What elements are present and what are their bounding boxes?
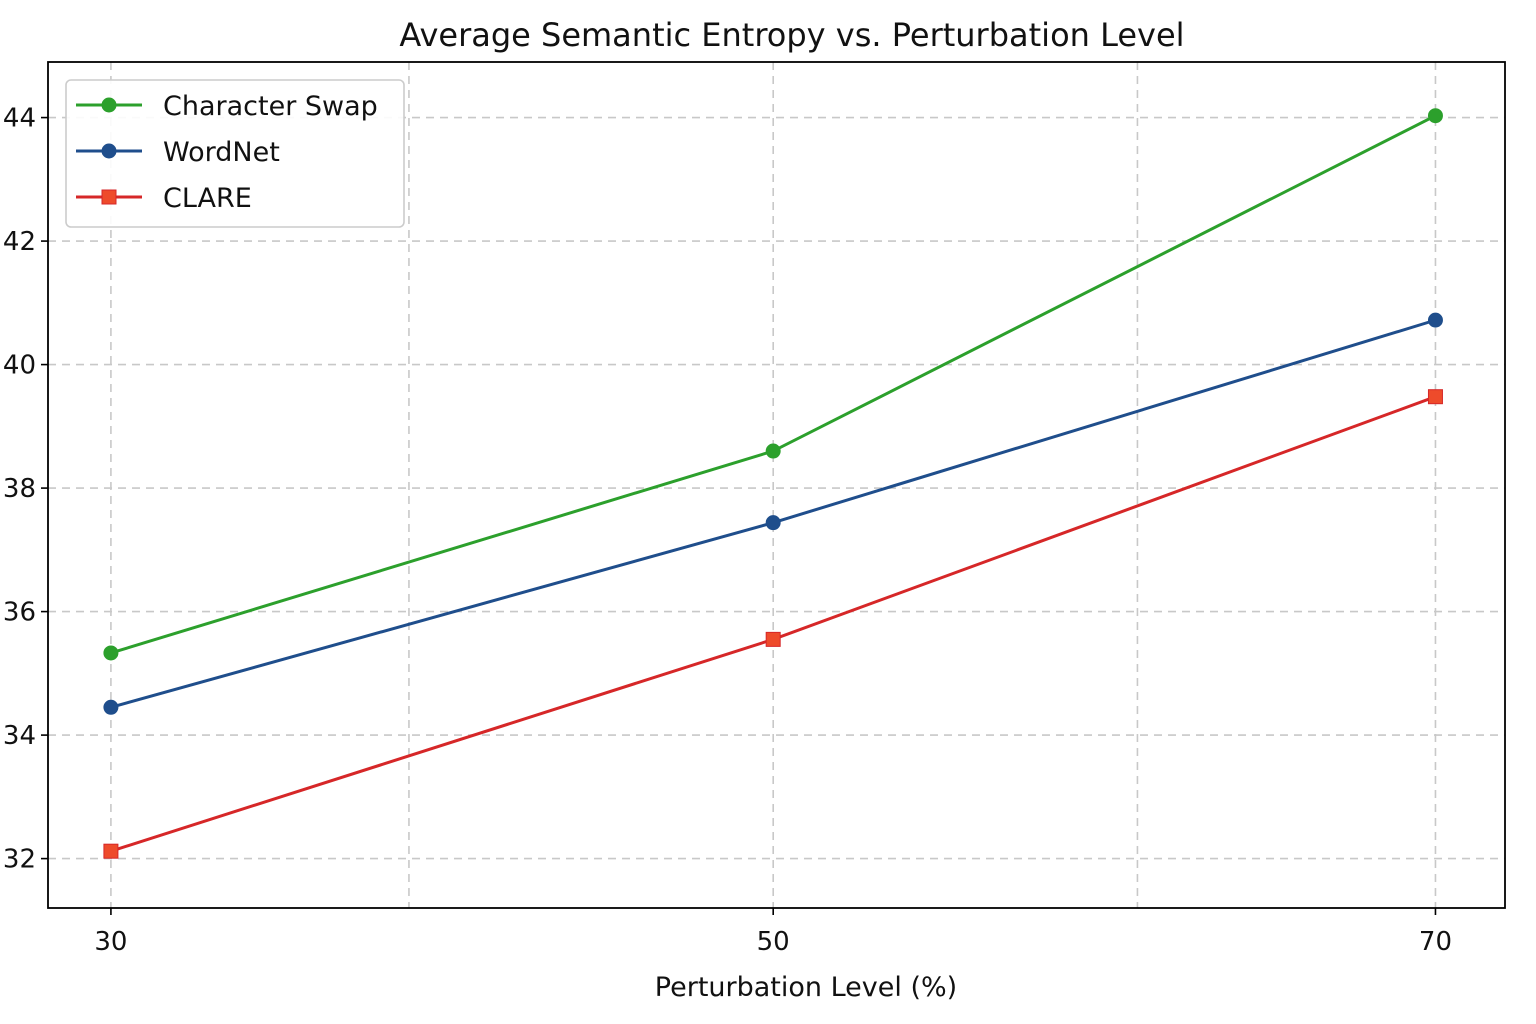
data-point-wordnet [765, 515, 781, 531]
data-point-character-swap [103, 645, 119, 661]
legend-swatch-marker [101, 143, 117, 159]
chart-title: Average Semantic Entropy vs. Perturbatio… [399, 16, 1184, 54]
data-point-clare [1427, 389, 1443, 405]
legend: Character Swap WordNet CLARE [65, 79, 405, 228]
x-tick-label: 30 [94, 927, 127, 957]
legend-entry-character-swap: Character Swap [76, 91, 378, 122]
legend-swatch-marker [101, 97, 117, 113]
data-point-wordnet [103, 699, 119, 715]
y-tick-label: 38 [3, 474, 36, 504]
legend-label: Character Swap [163, 91, 378, 122]
legend-label: WordNet [163, 137, 280, 168]
plot-frame [47, 61, 1506, 909]
data-point-character-swap [1427, 108, 1443, 124]
data-point-clare [103, 843, 119, 859]
y-tick-label: 32 [3, 845, 36, 875]
data-point-character-swap [765, 443, 781, 459]
legend-swatch-marker [101, 189, 117, 205]
data-point-clare [765, 631, 781, 647]
x-tick-label: 50 [757, 927, 790, 957]
y-tick-label: 36 [3, 598, 36, 628]
legend-entry-clare: CLARE [76, 183, 252, 214]
y-tick-label: 44 [3, 104, 36, 134]
x-axis-label: Perturbation Level (%) [655, 972, 957, 1003]
legend-box [65, 79, 405, 228]
x-tick-label: 70 [1419, 927, 1452, 957]
series-layer [103, 108, 1443, 859]
y-tick-label: 34 [3, 721, 36, 751]
y-tick-label: 42 [3, 227, 36, 257]
data-point-wordnet [1427, 312, 1443, 328]
axes-layer: 32 34 36 38 40 42 44 30 50 70 [3, 61, 1506, 957]
legend-entry-wordnet: WordNet [76, 137, 280, 168]
y-tick-label: 40 [3, 351, 36, 381]
legend-label: CLARE [163, 183, 252, 214]
